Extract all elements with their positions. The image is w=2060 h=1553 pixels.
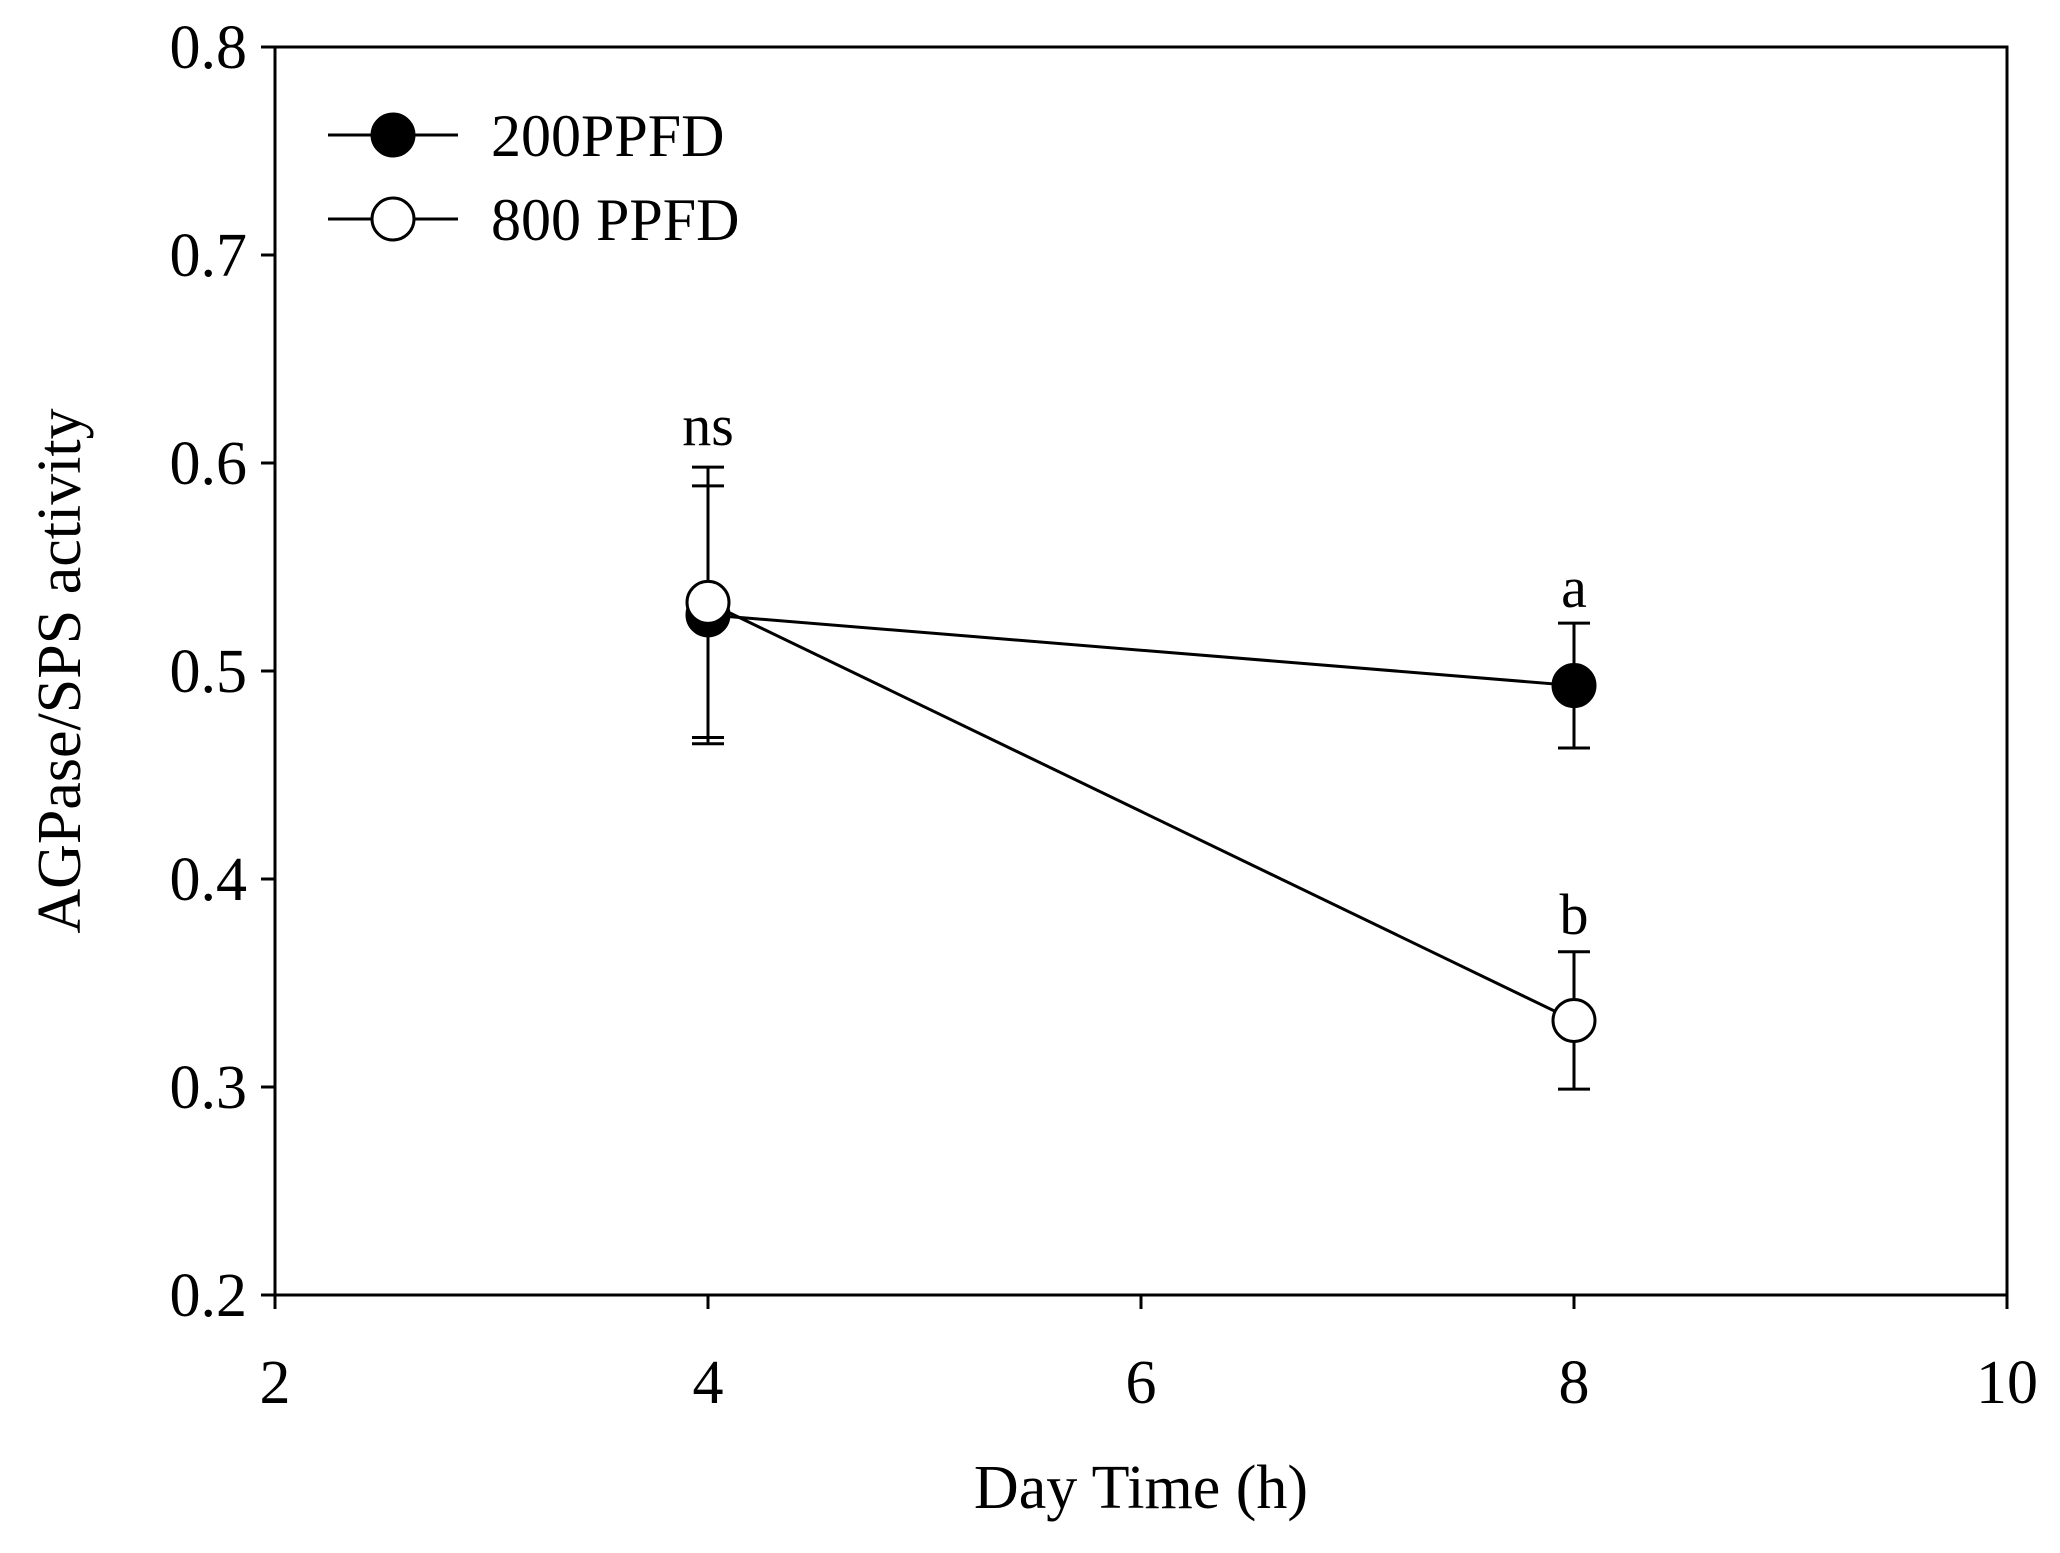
annotation-label: ns: [682, 393, 734, 458]
data-point-800ppfd: [1551, 997, 1597, 1043]
y-tick-label: 0.4: [170, 846, 248, 914]
legend-label-200ppfd: 200PPFD: [491, 103, 724, 169]
series-line-800ppfd: [707, 601, 1575, 1022]
y-tick-label: 0.8: [170, 14, 248, 82]
x-tick-label: 4: [693, 1349, 724, 1417]
series-line-200ppfd: [707, 613, 1575, 688]
annotation-layer: ns a b: [682, 393, 1588, 947]
x-axis-title: Day Time (h): [974, 1454, 1308, 1522]
data-point-200ppfd: [1551, 663, 1597, 709]
x-tick-label: 6: [1126, 1349, 1157, 1417]
y-tick-label: 0.7: [170, 222, 248, 290]
y-axis-title: AGPase/SPS activity: [26, 408, 94, 933]
y-tick-label: 0.3: [170, 1054, 248, 1122]
y-axis: 0.2 0.3 0.4 0.5 0.6 0.7 0.8: [170, 14, 275, 1330]
y-tick-label: 0.6: [170, 430, 248, 498]
y-tick-label: 0.5: [170, 638, 248, 706]
x-tick-label: 2: [260, 1349, 291, 1417]
x-tick-label: 8: [1559, 1349, 1590, 1417]
y-tick-label: 0.2: [170, 1262, 248, 1330]
legend-label-800ppfd: 800 PPFD: [491, 187, 739, 253]
legend-marker-800ppfd: [370, 196, 416, 242]
x-axis: 2 4 6 8 10: [260, 1295, 2038, 1417]
legend-marker-200ppfd: [370, 112, 416, 158]
series-layer: [685, 465, 1597, 1091]
x-tick-label: 10: [1976, 1349, 2038, 1417]
data-point-800ppfd: [685, 579, 731, 625]
legend: 200PPFD 800 PPFD: [328, 103, 739, 253]
annotation-label: b: [1560, 882, 1589, 947]
annotation-label: a: [1561, 555, 1587, 620]
